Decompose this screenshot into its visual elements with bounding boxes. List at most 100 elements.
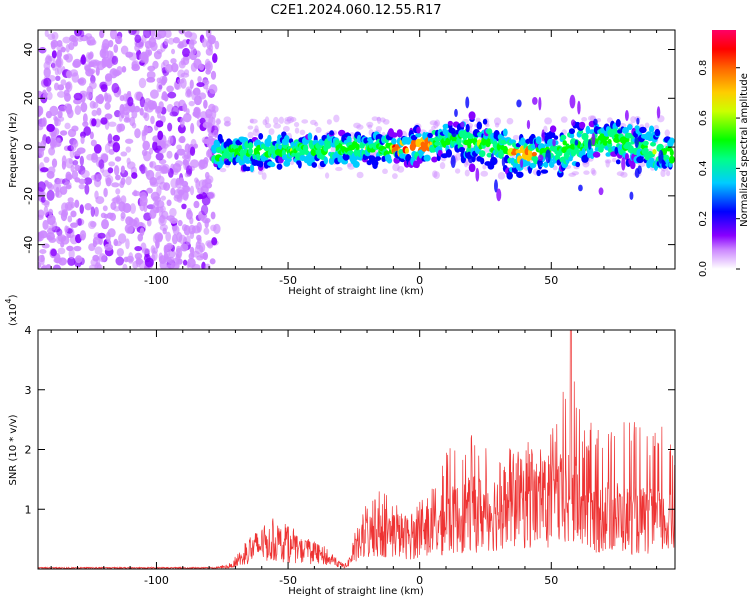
noise-cell bbox=[104, 93, 112, 104]
noise-cell bbox=[119, 95, 125, 102]
signal-cell bbox=[568, 128, 576, 135]
noise-cell bbox=[71, 125, 79, 132]
snr-ylabel: SNR (10 * v/v) bbox=[8, 414, 19, 485]
noise-cell bbox=[51, 50, 57, 59]
noise-cell bbox=[156, 49, 163, 55]
spike-cell bbox=[450, 155, 456, 169]
noise-cell bbox=[38, 230, 48, 239]
halo-cell bbox=[356, 124, 364, 130]
noise-cell bbox=[189, 146, 196, 156]
signal-cell bbox=[372, 162, 378, 169]
signal-cell bbox=[575, 161, 581, 168]
noise-cell bbox=[203, 99, 208, 109]
noise-cell bbox=[112, 142, 121, 153]
noise-cell bbox=[150, 115, 155, 125]
signal-cell bbox=[535, 136, 542, 145]
noise-cell bbox=[72, 60, 81, 68]
signal-cell bbox=[416, 126, 421, 134]
noise-cell bbox=[211, 237, 218, 246]
snr-multiplier: (x104) bbox=[4, 294, 19, 326]
spectrogram-ytick-label-0: 0 bbox=[22, 144, 35, 151]
noise-cell bbox=[79, 230, 87, 241]
noise-cell bbox=[104, 73, 113, 82]
noise-cell bbox=[54, 252, 61, 264]
noise-cell bbox=[189, 159, 199, 169]
halo-cell bbox=[571, 171, 580, 176]
noise-cell bbox=[144, 49, 151, 59]
spike-cell bbox=[537, 154, 544, 162]
noise-cell bbox=[198, 92, 207, 100]
halo-cell bbox=[506, 117, 514, 125]
noise-cell bbox=[178, 177, 184, 186]
noise-cell bbox=[47, 33, 56, 41]
noise-cell bbox=[169, 207, 177, 217]
noise-cell bbox=[144, 40, 153, 49]
noise-cell bbox=[43, 156, 50, 163]
noise-cell bbox=[165, 63, 174, 73]
signal-cell bbox=[374, 156, 382, 161]
signal-cell bbox=[592, 151, 601, 158]
halo-cell bbox=[289, 116, 297, 122]
noise-cell bbox=[157, 30, 167, 39]
snr-xtick-label-0: 0 bbox=[416, 574, 423, 587]
noise-cell bbox=[176, 148, 186, 156]
noise-cell bbox=[120, 165, 125, 174]
signal-cell bbox=[311, 161, 318, 168]
signal-cell bbox=[668, 137, 675, 145]
noise-cell bbox=[114, 35, 123, 45]
noise-cell bbox=[179, 117, 185, 128]
noise-cell bbox=[158, 252, 163, 261]
noise-cell bbox=[121, 66, 127, 73]
noise-cell bbox=[73, 92, 83, 101]
halo-cell bbox=[284, 119, 291, 125]
noise-cell bbox=[38, 145, 43, 156]
signal-cell bbox=[283, 135, 290, 144]
noise-cell bbox=[38, 254, 45, 263]
halo-cell bbox=[252, 128, 260, 137]
noise-cell bbox=[197, 187, 204, 195]
noise-cell bbox=[57, 247, 66, 255]
noise-cell bbox=[56, 43, 64, 52]
signal-cell bbox=[540, 169, 549, 174]
signal-cell bbox=[581, 147, 586, 156]
noise-cell bbox=[160, 77, 167, 86]
colorbar-tick-label-4: 0.8 bbox=[698, 60, 709, 76]
noise-cell bbox=[127, 96, 134, 107]
noise-cell bbox=[107, 228, 116, 238]
noise-cell bbox=[142, 140, 151, 151]
noise-cell bbox=[210, 70, 217, 80]
noise-cell bbox=[129, 116, 136, 127]
noise-cell bbox=[74, 164, 81, 172]
noise-cell bbox=[164, 30, 172, 39]
signal-cell bbox=[244, 166, 252, 172]
noise-cell bbox=[169, 217, 178, 224]
colorbar: 0.0 0.2 0.4 0.6 0.8 Normalized spectral ampl… bbox=[698, 30, 750, 277]
noise-cell bbox=[89, 39, 97, 46]
signal-cell bbox=[642, 147, 649, 154]
snr-ytick-label-4: 4 bbox=[25, 324, 32, 337]
spike-cell bbox=[538, 96, 542, 111]
halo-cell bbox=[294, 127, 300, 134]
halo-cell bbox=[494, 122, 500, 128]
noise-cell bbox=[108, 148, 115, 155]
noise-cell bbox=[143, 124, 149, 136]
halo-cell bbox=[264, 123, 272, 129]
noise-cell bbox=[96, 107, 102, 116]
noise-cell bbox=[84, 184, 90, 195]
noise-cell bbox=[143, 112, 150, 122]
noise-cell bbox=[73, 245, 82, 252]
signal-cell bbox=[468, 111, 476, 120]
signal-cell bbox=[531, 151, 537, 157]
noise-cell bbox=[146, 187, 153, 194]
noise-cell bbox=[196, 82, 205, 88]
noise-cell bbox=[125, 238, 130, 250]
noise-cell bbox=[178, 234, 187, 245]
signal-cell bbox=[355, 143, 360, 151]
noise-cell bbox=[107, 133, 113, 144]
noise-cell bbox=[108, 161, 116, 167]
noise-cell bbox=[196, 221, 202, 233]
noise-cell bbox=[38, 47, 47, 54]
noise-cell bbox=[169, 111, 179, 117]
noise-cell bbox=[155, 120, 164, 128]
noise-cell bbox=[98, 253, 107, 263]
